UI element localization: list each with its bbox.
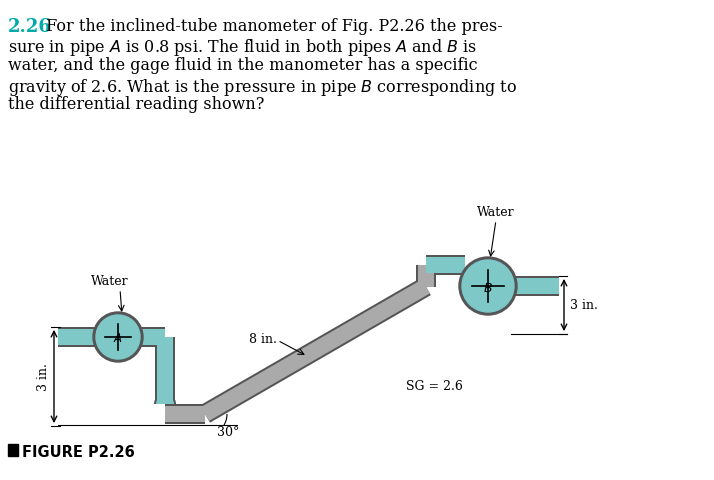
Polygon shape (157, 337, 173, 404)
Text: SG = 2.6: SG = 2.6 (406, 379, 463, 392)
Polygon shape (511, 276, 559, 296)
Text: $A$: $A$ (113, 331, 123, 344)
Text: For the inclined-tube manometer of Fig. P2.26 the pres-: For the inclined-tube manometer of Fig. … (41, 18, 503, 35)
Text: Water: Water (91, 275, 129, 288)
Polygon shape (137, 327, 165, 347)
Text: water, and the gage fluid in the manometer has a specific: water, and the gage fluid in the manomet… (8, 57, 478, 74)
Text: 30°: 30° (217, 426, 239, 439)
Text: the differential reading shown?: the differential reading shown? (8, 96, 264, 113)
Polygon shape (416, 265, 436, 287)
Text: sure in pipe $A$ is 0.8 psi. The fluid in both pipes $A$ and $B$ is: sure in pipe $A$ is 0.8 psi. The fluid i… (8, 37, 477, 59)
Polygon shape (426, 255, 465, 276)
Polygon shape (511, 278, 559, 294)
Polygon shape (58, 327, 100, 347)
Text: $B$: $B$ (483, 281, 493, 294)
Text: FIGURE P2.26: FIGURE P2.26 (22, 444, 135, 459)
Text: 2.26: 2.26 (8, 18, 52, 36)
Text: Water: Water (477, 205, 515, 218)
Polygon shape (155, 337, 175, 404)
Polygon shape (58, 329, 100, 345)
Circle shape (96, 315, 140, 359)
Bar (8, 444, 18, 456)
Polygon shape (137, 329, 165, 345)
Wedge shape (154, 393, 176, 404)
Circle shape (93, 312, 143, 362)
Circle shape (462, 261, 514, 312)
Text: 8 in.: 8 in. (249, 332, 277, 345)
Circle shape (459, 257, 517, 315)
Polygon shape (201, 280, 430, 421)
Polygon shape (165, 404, 205, 424)
Polygon shape (418, 265, 434, 287)
Text: 3 in.: 3 in. (37, 363, 50, 391)
Text: 3 in.: 3 in. (570, 299, 598, 312)
Text: gravity of 2.6. What is the pressure in pipe $B$ corresponding to: gravity of 2.6. What is the pressure in … (8, 76, 517, 97)
Wedge shape (156, 395, 174, 404)
Polygon shape (200, 278, 431, 423)
Polygon shape (165, 406, 205, 422)
Polygon shape (426, 257, 465, 274)
